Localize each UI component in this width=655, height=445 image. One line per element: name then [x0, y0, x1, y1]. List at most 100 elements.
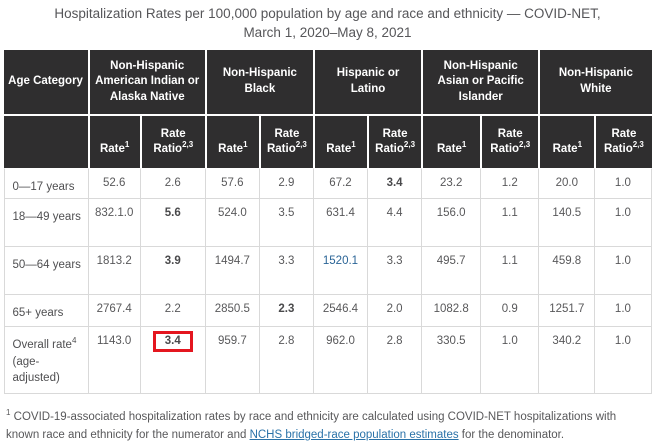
cell-value: 1251.7 — [549, 303, 585, 316]
rate-cell: 524.0 — [204, 199, 259, 248]
age-label-cell: Overall rate4 (age-adjusted) — [3, 327, 88, 395]
rate-header: Rate1 — [312, 115, 368, 168]
rate-cell: 1813.2 — [87, 247, 140, 296]
cell-value: 0.9 — [501, 303, 518, 316]
rate-ratio-header-label: Rate Ratio — [603, 127, 637, 156]
cell-value: 1.0 — [614, 176, 631, 189]
rate-ratio-cell: 1.0 — [594, 247, 652, 296]
cell-value: 2.8 — [278, 335, 295, 348]
rate-ratio-cell: 1.0 — [480, 327, 539, 395]
rate-cell: 52.6 — [87, 167, 140, 200]
nchs-bridged-race-link[interactable]: NCHS bridged-race population estimates — [249, 428, 459, 441]
rate-ratio-cell: 3.9 — [139, 247, 205, 296]
rate-cell: 2546.4 — [312, 295, 368, 328]
age-label-cell: 50—64 years — [3, 247, 88, 296]
rate-header: Rate1 — [421, 115, 481, 168]
age-category-header: Age Category — [3, 49, 88, 116]
cell-value: 67.2 — [329, 176, 352, 189]
rate-ratio-cell: 2.6 — [139, 167, 205, 200]
cell-value: 5.6 — [164, 207, 181, 220]
rate-cell: 340.2 — [538, 327, 595, 395]
rate-ratio-cell: 1.0 — [594, 327, 652, 395]
table-header: Age Category Non-Hispanic American Indian… — [3, 49, 652, 168]
rate-cell: 631.4 — [312, 199, 368, 248]
cell-value: 3.9 — [164, 255, 181, 268]
cell-value: 2546.4 — [322, 303, 359, 316]
age-label-cell: 0—17 years — [3, 167, 88, 200]
cell-value: 3.4 — [386, 176, 403, 189]
rate-cell: 2850.5 — [204, 295, 259, 328]
age-label: 18—49 years — [12, 211, 81, 224]
cell-value: 20.0 — [555, 176, 579, 189]
rate-header-superscript: 1 — [577, 140, 583, 150]
cell-value: 57.6 — [221, 176, 244, 189]
cell-value: 959.7 — [217, 335, 247, 348]
rate-cell: 1520.1 — [312, 247, 368, 296]
cell-value: 1.1 — [501, 207, 518, 220]
rate-ratio-header-superscript: 2,3 — [632, 140, 644, 150]
rate-header-superscript: 1 — [124, 140, 130, 150]
cell-value: 1.2 — [501, 176, 518, 189]
rate-ratio-cell: 2.3 — [258, 295, 313, 328]
rate-cell: 962.0 — [312, 327, 368, 395]
page: Hospitalization Rates per 100,000 popula… — [3, 6, 652, 441]
table-row: 65+ years 2767.4 2.2 2850.5 2.3 2546.4 2.0 1082… — [3, 295, 652, 328]
rate-cell: 330.5 — [421, 327, 481, 395]
column-group-header: Non-Hispanic Asian or Pacific Islander — [421, 49, 539, 116]
rate-ratio-header-superscript: 2,3 — [182, 140, 194, 150]
rate-cell: 832.1.0 — [87, 199, 140, 248]
column-group-header: Non-Hispanic White — [538, 49, 652, 116]
cell-value: 1082.8 — [433, 303, 469, 316]
rate-header-label: Rate — [552, 143, 578, 156]
rate-ratio-cell: 3.4 — [367, 167, 422, 200]
rate-ratio-cell: 1.1 — [480, 247, 539, 296]
table-body: 0—17 years 52.6 2.6 57.6 2.9 67.2 3.4 23.2 1.2 20… — [3, 167, 652, 395]
rate-cell: 959.7 — [204, 327, 259, 395]
rate-cell: 1251.7 — [538, 295, 595, 328]
cell-value: 340.2 — [552, 335, 582, 348]
rate-ratio-cell: 2.8 — [258, 327, 313, 395]
rate-ratio-cell: 1.0 — [594, 167, 652, 200]
rate-cell: 67.2 — [312, 167, 368, 200]
table-row: Overall rate4 (age-adjusted) 1143.0 3.4 959… — [3, 327, 652, 395]
cell-value: 330.5 — [436, 335, 466, 348]
hospitalization-rates-table: Age Category Non-Hispanic American Indian… — [3, 49, 652, 395]
table-title: Hospitalization Rates per 100,000 popula… — [54, 6, 601, 40]
cell-value: 2.9 — [278, 176, 295, 189]
rate-ratio-header: Rate Ratio2,3 — [594, 115, 652, 168]
cell-value: 2.8 — [386, 335, 403, 348]
column-group-header: Non-Hispanic Black — [204, 49, 313, 116]
rate-header-superscript: 1 — [461, 140, 467, 150]
rate-cell: 156.0 — [421, 199, 481, 248]
cell-value: 52.6 — [102, 176, 126, 189]
rate-ratio-cell: 0.9 — [480, 295, 539, 328]
cell-value: 2.6 — [164, 176, 181, 189]
rate-header: Rate1 — [538, 115, 595, 168]
cell-value: 3.3 — [386, 255, 403, 268]
rate-ratio-header-label: Rate Ratio — [153, 127, 186, 156]
cell-value: 140.5 — [552, 207, 582, 220]
table-row: 18—49 years 832.1.0 5.6 524.0 3.5 631.4 4.4 156… — [3, 199, 652, 248]
rate-ratio-header: Rate Ratio2,3 — [258, 115, 313, 168]
linked-rate-value[interactable]: 1520.1 — [322, 255, 359, 268]
cell-value: 1.0 — [501, 335, 518, 348]
cell-value: 3.5 — [278, 207, 295, 220]
cell-value: 1.0 — [614, 207, 631, 220]
rate-ratio-cell: 5.6 — [139, 199, 205, 248]
rate-ratio-cell: 2.8 — [367, 327, 422, 395]
footnote-text-post: for the denominator. — [458, 428, 565, 441]
rate-ratio-cell: 1.1 — [480, 199, 539, 248]
age-label: Overall rate — [12, 339, 72, 352]
rate-ratio-header: Rate Ratio2,3 — [139, 115, 205, 168]
age-label-cell: 18—49 years — [3, 199, 88, 248]
footnote: 1 COVID-19-associated hospitalization ra… — [6, 407, 649, 444]
rate-cell: 140.5 — [538, 199, 595, 248]
rate-ratio-cell: 3.3 — [367, 247, 422, 296]
column-group-header: Non-Hispanic American Indian or Alaska N… — [87, 49, 205, 116]
cell-value: 459.8 — [552, 255, 582, 268]
rate-ratio-header-superscript: 2,3 — [403, 140, 416, 150]
rate-ratio-cell: 3.3 — [258, 247, 313, 296]
rate-ratio-cell: 1.0 — [594, 295, 652, 328]
age-label: 50—64 years — [12, 259, 81, 272]
rate-header-superscript: 1 — [351, 140, 356, 150]
